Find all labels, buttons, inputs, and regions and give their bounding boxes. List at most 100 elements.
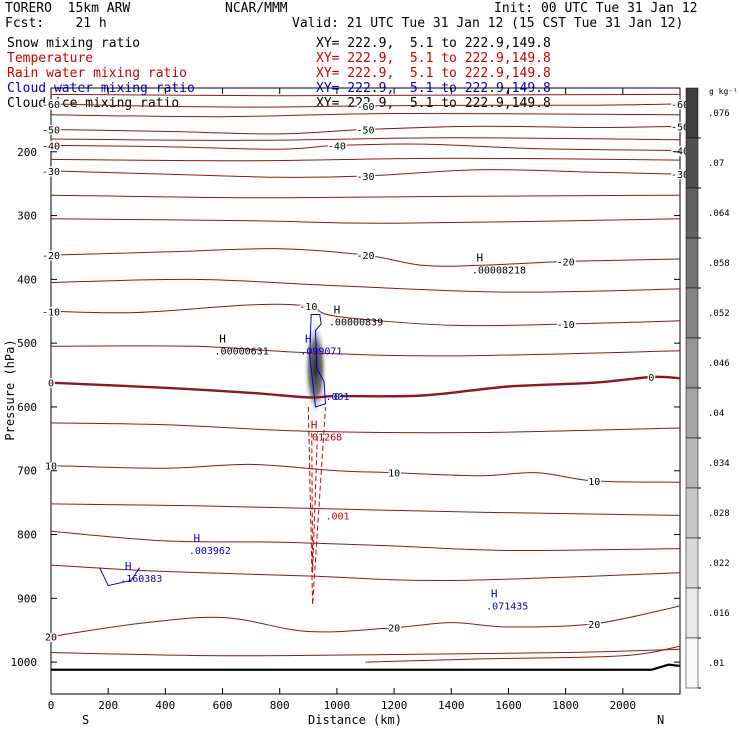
init-time: Init: 00 UTC Tue 31 Jan 12	[494, 1, 698, 16]
y-tick-label: 600	[17, 401, 37, 414]
temperature-contour-label: -20	[42, 251, 60, 262]
legend-cloud-ice-xy: XY= 222.9, 5.1 to 222.9,149.8	[316, 96, 551, 111]
x-tick-label: 400	[155, 699, 175, 712]
north-label: N	[657, 713, 664, 727]
colorbar-swatch	[685, 587, 699, 639]
colorbar-label: .064	[708, 209, 730, 219]
y-tick-label: 800	[17, 529, 37, 542]
contour-value-label: .01268	[306, 432, 342, 443]
y-tick-label: 400	[17, 273, 37, 286]
temperature-contour-label: -50	[356, 125, 374, 136]
colorbar-label: .07	[708, 159, 724, 169]
temperature-contour-label: 0	[334, 392, 340, 403]
temperature-contour	[50, 93, 681, 97]
temperature-contour	[50, 345, 681, 357]
temperature-contour-label: -60	[671, 100, 689, 111]
contour-value-label: .003962	[189, 546, 231, 557]
colorbar-swatch	[685, 537, 699, 589]
plot-frame	[50, 87, 681, 695]
colorbar-swatch	[685, 237, 699, 289]
temperature-contour-label: 20	[588, 620, 600, 631]
rain-water-contour	[311, 432, 318, 573]
colorbar-swatch	[685, 387, 699, 439]
y-tick-label: 1000	[11, 656, 38, 669]
y-tick-label: 500	[17, 337, 37, 350]
temperature-contour-label: -20	[356, 251, 374, 262]
temperature-contour	[50, 564, 681, 582]
cloud-water-contour	[99, 567, 141, 587]
temperature-contour	[50, 125, 681, 135]
legend-snow: Snow mixing ratio	[7, 36, 141, 51]
y-tick-label: 700	[17, 465, 37, 478]
y-tick-label: 900	[17, 592, 37, 605]
temperature-contour	[50, 103, 681, 108]
x-tick-label: 1600	[495, 699, 522, 712]
valid-time: Valid: 21 UTC Tue 31 Jan 12 (15 CST Tue …	[292, 16, 684, 31]
snow-shading	[303, 320, 328, 417]
colorbar-swatch	[685, 187, 699, 239]
high-marker: H	[311, 418, 318, 431]
temperature-contour-label: -40	[42, 141, 60, 152]
temperature-contour-label: -40	[328, 141, 346, 152]
center-title: NCAR/MMM	[225, 1, 288, 16]
colorbar-label: .058	[708, 259, 730, 269]
colorbar-label: .01	[708, 659, 724, 669]
contour-value-label: .001	[325, 392, 349, 403]
contour-value-label: .099071	[300, 346, 342, 357]
temperature-contour-label: -20	[557, 258, 575, 269]
contour-value-label: .00000631	[215, 346, 269, 357]
temperature-contour-label: -50	[671, 122, 689, 133]
y-axis-label: Pressure (hPa)	[3, 339, 17, 440]
temperature-contour	[50, 375, 681, 399]
high-marker: H	[219, 332, 226, 345]
x-tick-label: 0	[48, 699, 55, 712]
temperature-contour	[50, 463, 681, 483]
south-label: S	[82, 713, 89, 727]
legend-snow-xy: XY= 222.9, 5.1 to 222.9,149.8	[316, 36, 551, 51]
colorbar-swatch	[685, 287, 699, 339]
colorbar-unit: g kg⁻¹	[709, 87, 738, 96]
temperature-contour	[50, 248, 681, 267]
rain-water-contour	[307, 406, 326, 605]
temperature-contour-label: 0	[648, 373, 654, 384]
temperature-contour-label: 0	[48, 379, 54, 390]
temperature-contour	[50, 143, 681, 151]
legend-rain: Rain water mixing ratio	[7, 66, 188, 81]
colorbar-swatch	[685, 87, 699, 139]
colorbar-swatch	[685, 637, 699, 689]
temperature-contour-label: -60	[42, 100, 60, 111]
colorbar-swatch	[685, 487, 699, 539]
colorbar-label: .04	[708, 409, 724, 419]
temperature-contour-label: 20	[45, 633, 57, 644]
temperature-contour	[50, 605, 681, 638]
temperature-contour	[50, 112, 681, 118]
temperature-contour	[50, 137, 681, 141]
model-title: TORERO 15km ARW	[5, 1, 131, 16]
x-tick-label: 800	[270, 699, 290, 712]
colorbar-label: .046	[708, 359, 730, 369]
high-marker: H	[125, 560, 132, 573]
colorbar-label: .016	[708, 609, 730, 619]
temperature-contour	[50, 648, 681, 657]
temperature-contour-label: -50	[42, 125, 60, 136]
x-axis-label: Distance (km)	[308, 713, 402, 727]
high-marker: H	[334, 304, 341, 317]
legend-temperature-xy: XY= 222.9, 5.1 to 222.9,149.8	[316, 51, 551, 66]
temperature-contour	[50, 278, 681, 293]
cloud-water-contour	[309, 313, 326, 408]
y-tick-label: 300	[17, 210, 37, 223]
legend-cloud-ice: Cloud ice mixing ratio	[7, 96, 180, 111]
legend-temperature: Temperature	[7, 51, 94, 66]
snow-max-area	[303, 320, 328, 417]
temperature-contour	[50, 218, 681, 224]
colorbar-label: .052	[708, 309, 730, 319]
forecast-hour: Fcst: 21 h	[5, 16, 107, 31]
temperature-contour-label: 10	[388, 469, 400, 480]
temperature-contour-label: -30	[671, 170, 689, 181]
temperature-contour	[50, 157, 681, 162]
x-tick-label: 1000	[324, 699, 351, 712]
temperature-contour	[50, 503, 681, 516]
temperature-contour-label: -10	[557, 320, 575, 331]
x-tick-label: 200	[98, 699, 118, 712]
